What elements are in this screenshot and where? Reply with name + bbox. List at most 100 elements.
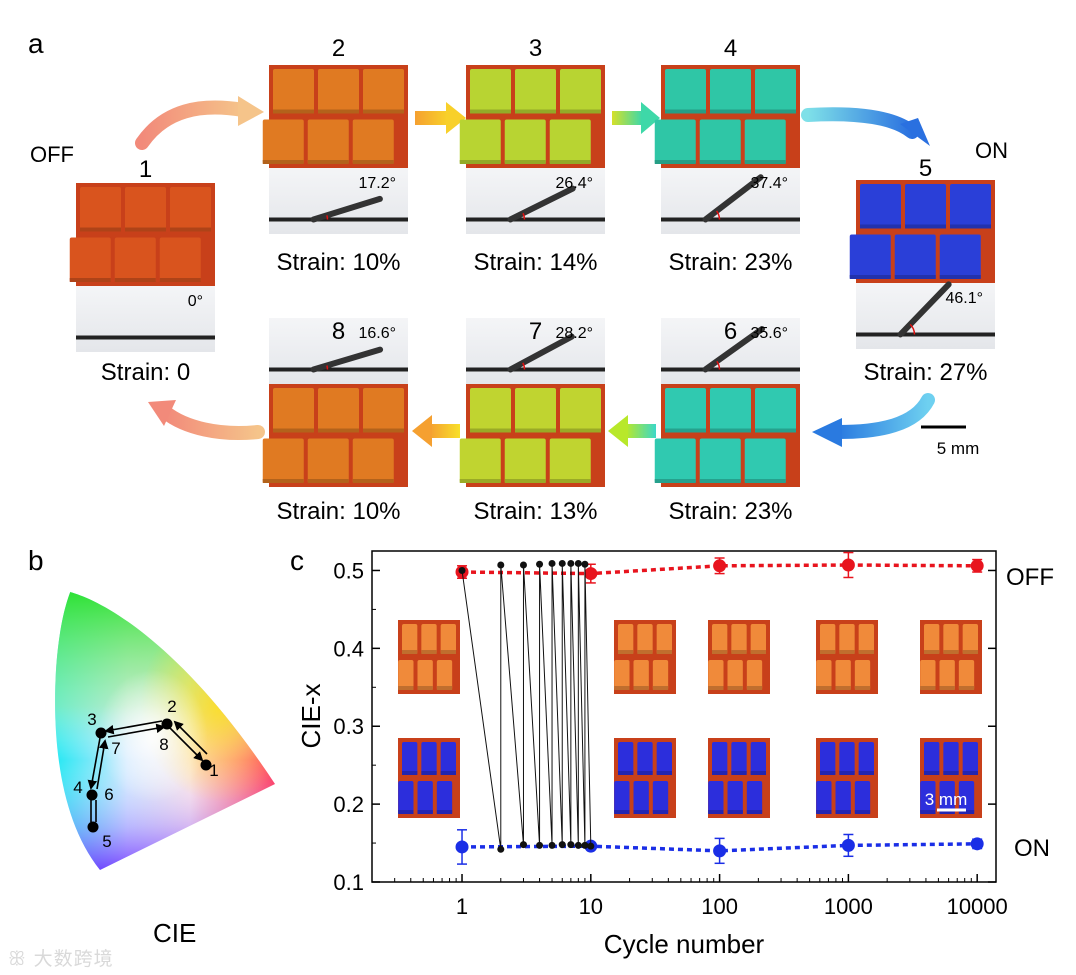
data-point-on	[841, 838, 855, 852]
y-tick-label: 0.4	[333, 636, 364, 661]
cie-point-label: 5	[102, 832, 111, 851]
cie-point-label: 8	[159, 735, 168, 754]
data-series	[455, 551, 984, 865]
panel-a-label: a	[28, 28, 44, 59]
arrow-4-to-5	[801, 107, 919, 139]
data-point-cycling	[548, 559, 556, 567]
x-tick-label: 10	[579, 894, 603, 919]
arrow-8-to-1	[158, 405, 265, 440]
pattern-image-8	[262, 384, 408, 487]
cie-diagram	[55, 591, 275, 870]
data-point-cycling	[519, 841, 527, 849]
bend-angle: 16.6°	[358, 325, 396, 342]
data-point-off	[970, 559, 984, 573]
bend-photo-5	[856, 281, 995, 349]
cie-arrow-2-3	[104, 720, 163, 735]
inset-scale-label: 3 mm	[925, 790, 968, 809]
step-tile-6: 6 35.6° Strain: 23%	[654, 318, 800, 525]
arrow-6-to-7-head	[608, 415, 628, 447]
step-tile-1: 1 0° Strain: 0	[69, 156, 215, 386]
panel-a: a OFF ON 1 0° Strain: 0 2 17.2° Strain: 10% 3 2…	[28, 28, 1008, 525]
bend-angle: 17.2°	[358, 175, 396, 192]
cie-arrow-6-7	[96, 739, 109, 790]
data-point-cycling	[574, 841, 582, 849]
bend-angle: 35.6°	[750, 325, 788, 342]
inset-on-2	[614, 738, 676, 818]
arrow-8-to-1-head	[148, 400, 176, 426]
step-tile-3: 3 26.4° Strain: 14%	[459, 35, 605, 276]
bend-angle: 46.1°	[945, 290, 983, 307]
data-point-cycling	[558, 559, 566, 567]
step-number: 1	[139, 156, 152, 183]
bend-photo-6	[661, 318, 800, 384]
cie-arrow-3-4	[87, 737, 101, 790]
step-number: 5	[919, 155, 932, 182]
data-point-off	[584, 567, 598, 581]
step-tile-4: 4 37.4° Strain: 23%	[654, 35, 800, 276]
step-number: 3	[529, 35, 542, 62]
panel-c-label: c	[290, 545, 304, 576]
strain-label: Strain: 14%	[473, 249, 597, 276]
strain-label: Strain: 23%	[668, 249, 792, 276]
y-tick-label: 0.3	[333, 714, 364, 739]
x-tick-label: 10000	[947, 894, 1008, 919]
data-point-off	[841, 558, 855, 572]
cie-point-marker	[95, 727, 107, 739]
arrow-5-to-6-head	[812, 418, 842, 447]
data-point-cycling	[581, 841, 589, 849]
cie-points: 1 2 8 37 4 6 5	[73, 697, 218, 851]
inset-on-5	[920, 738, 982, 818]
step-tile-5: 5 46.1° Strain: 27%	[849, 155, 995, 386]
strain-label: Strain: 10%	[276, 249, 400, 276]
inset-images	[398, 620, 982, 818]
step-number: 6	[724, 318, 737, 345]
watermark: ꕥ 大数跨境	[8, 948, 114, 970]
series-line-off	[461, 563, 978, 576]
inset-off-5	[920, 620, 982, 694]
panel-b: b 1 2 8 37 4 6 5 CIE	[28, 545, 275, 948]
pattern-image-4	[654, 65, 800, 168]
series-line-cycling	[461, 563, 592, 850]
y-tick-label: 0.1	[333, 870, 364, 895]
data-point-cycling	[458, 566, 466, 574]
bend-angle: 37.4°	[750, 175, 788, 192]
data-point-on	[455, 840, 469, 854]
bend-angle: 0°	[188, 293, 203, 310]
data-point-cycling	[536, 841, 544, 849]
cie-caption: CIE	[153, 918, 196, 948]
x-axis-title: Cycle number	[604, 929, 765, 959]
axis-ticks: 1 10 100 1000 10000 0.1 0.2 0.3 0.4 0.5	[333, 558, 1007, 919]
cie-point-marker	[87, 821, 99, 833]
arrow-1-to-2-head	[238, 96, 264, 126]
pattern-image-5	[849, 180, 995, 283]
arrow-1-to-2	[135, 100, 250, 150]
step-tile-8: 8 16.6° Strain: 10%	[262, 318, 408, 525]
inset-off-3	[708, 620, 770, 694]
strain-label: Strain: 23%	[668, 498, 792, 525]
data-point-cycling	[587, 842, 595, 850]
inset-off-2	[614, 620, 676, 694]
pattern-image-6	[654, 384, 800, 487]
inset-off-1	[398, 620, 460, 694]
arrow-3-to-4	[612, 111, 642, 125]
data-point-cycling	[548, 841, 556, 849]
step-tile-7: 7 28.2° Strain: 13%	[459, 318, 605, 525]
step-number: 8	[332, 318, 345, 345]
bend-photo-2	[269, 168, 408, 234]
scale-bar-label: 5 mm	[937, 439, 980, 458]
scale-bar-5mm: 5 mm	[921, 425, 980, 458]
y-tick-label: 0.5	[333, 558, 364, 583]
pattern-image-2	[262, 65, 408, 168]
cie-point-marker	[200, 759, 212, 771]
strain-label: Strain: 0	[101, 359, 190, 386]
strain-label: Strain: 27%	[863, 359, 987, 386]
bend-photo-7	[466, 318, 605, 384]
cie-point-marker	[86, 789, 98, 801]
data-point-cycling	[497, 561, 505, 569]
bend-photo-4	[661, 168, 800, 234]
cie-point-label: 1	[209, 761, 218, 780]
step-number: 4	[724, 35, 737, 62]
data-point-cycling	[519, 561, 527, 569]
inset-on-4	[816, 738, 878, 818]
